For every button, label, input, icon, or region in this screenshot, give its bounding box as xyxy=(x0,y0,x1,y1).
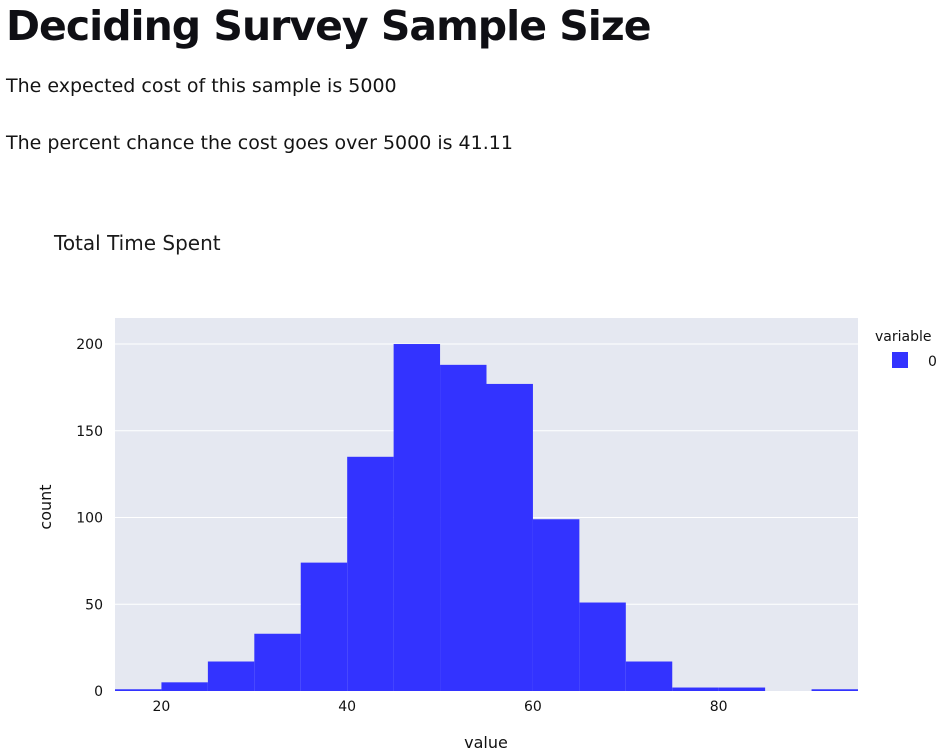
histogram-chart[interactable]: Total Time Spent 20 40 60 80 0 50 100 150 200 v… xyxy=(0,215,943,755)
y-tick-labels: 0 50 100 150 200 xyxy=(76,337,103,700)
y-axis-title: count xyxy=(36,484,55,529)
histogram-bar[interactable] xyxy=(532,519,580,691)
x-tick-label: 40 xyxy=(338,699,356,715)
expected-cost-text: The expected cost of this sample is 5000 xyxy=(6,75,397,97)
histogram-bar[interactable] xyxy=(579,602,626,691)
x-tick-label: 80 xyxy=(710,699,728,715)
histogram-bar[interactable] xyxy=(161,682,208,691)
histogram-bar[interactable] xyxy=(347,456,394,691)
histogram-bar[interactable] xyxy=(393,344,441,691)
legend-entry-label: 0 xyxy=(928,354,937,370)
histogram-bar[interactable] xyxy=(254,633,301,691)
histogram-bar[interactable] xyxy=(207,661,255,691)
histogram-bar[interactable] xyxy=(440,364,487,691)
y-tick-label: 150 xyxy=(76,424,103,440)
x-axis-title: value xyxy=(464,733,508,752)
x-tick-labels: 20 40 60 80 xyxy=(153,699,728,715)
histogram-bar[interactable] xyxy=(486,383,533,691)
legend[interactable]: variable 0 xyxy=(875,329,937,370)
histogram-bar[interactable] xyxy=(672,687,719,691)
cost-overrun-chance-text: The percent chance the cost goes over 50… xyxy=(6,132,513,154)
y-tick-label: 200 xyxy=(76,337,103,353)
chart-title: Total Time Spent xyxy=(53,231,221,255)
y-tick-label: 100 xyxy=(76,511,103,527)
histogram-bar[interactable] xyxy=(811,689,858,691)
histogram-bar[interactable] xyxy=(115,689,162,691)
x-tick-label: 60 xyxy=(524,699,542,715)
y-tick-label: 0 xyxy=(94,684,103,700)
histogram-bar[interactable] xyxy=(625,661,673,691)
y-tick-label: 50 xyxy=(85,597,103,613)
page-title: Deciding Survey Sample Size xyxy=(6,2,652,50)
histogram-bars xyxy=(115,344,858,691)
x-tick-label: 20 xyxy=(153,699,171,715)
histogram-bar[interactable] xyxy=(718,687,766,691)
legend-swatch[interactable] xyxy=(892,352,908,368)
legend-title: variable xyxy=(875,329,931,345)
histogram-bar[interactable] xyxy=(300,562,348,691)
